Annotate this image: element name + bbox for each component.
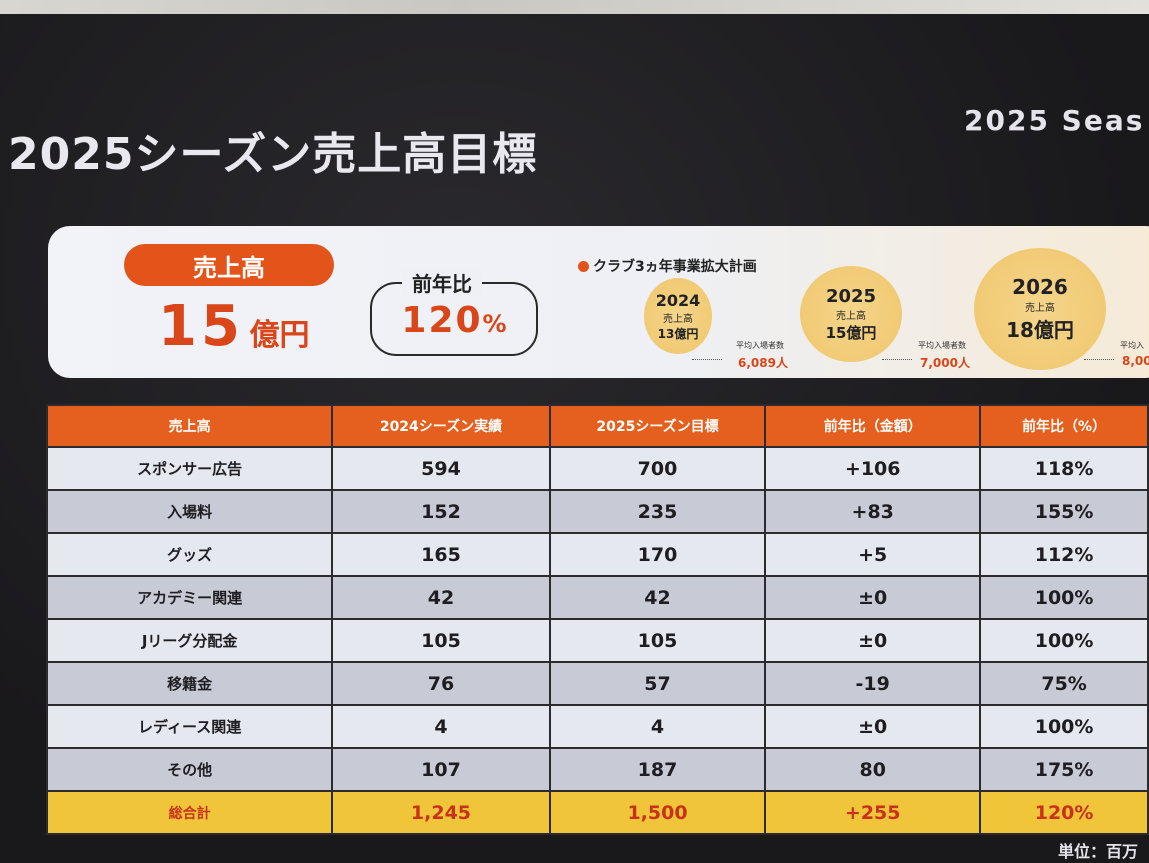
row-label: レディース関連 [45, 704, 334, 749]
attendance-label: 平均入場者数 [918, 341, 966, 350]
total-row: 総合計 1,245 1,500 +255 120% [45, 790, 1149, 835]
row-label: スポンサー広告 [45, 446, 334, 491]
plan-value: 18億円 [1006, 318, 1074, 342]
row-label: その他 [45, 747, 334, 792]
plan-year: 2026 [1012, 275, 1068, 299]
cell-2025: 57 [548, 661, 767, 706]
attendance-value: 6,089人 [738, 356, 788, 370]
row-label: 移籍金 [45, 661, 334, 706]
row-label: グッズ [45, 532, 334, 577]
cell-yoy-amount: -19 [764, 661, 982, 706]
plan-year: 2025 [825, 285, 877, 307]
plan-circle-2024: 2024 売上高 13億円 [644, 278, 712, 354]
slide-title: 2025シーズン売上高目標 [8, 129, 538, 180]
table-row: その他 107 187 80 175% [45, 747, 1149, 792]
bullet-dot-icon [578, 261, 589, 272]
attendance-label: 平均入 [1120, 341, 1144, 350]
plan-circle-2026: 2026 売上高 18億円 [974, 248, 1106, 370]
cell-2025: 700 [548, 446, 767, 491]
cell-2024: 76 [331, 661, 551, 706]
plan-label: 売上高 [1025, 303, 1055, 314]
cell-yoy-amount: ±0 [764, 575, 982, 620]
plan-label: 売上高 [836, 310, 866, 322]
cell-yoy-percent: 100% [979, 575, 1149, 620]
total-2025: 1,500 [548, 790, 767, 835]
cell-2024: 42 [331, 575, 551, 620]
row-label: アカデミー関連 [45, 575, 334, 620]
cell-yoy-percent: 100% [979, 704, 1149, 749]
cell-2025: 187 [548, 747, 767, 792]
cell-2025: 42 [548, 575, 767, 620]
cell-2025: 235 [548, 489, 767, 534]
cell-2025: 170 [548, 532, 767, 577]
summary-panel: 売上高 15 億円 前年比 120% クラブ3ヵ年事業拡大計画 2024 売上高… [48, 226, 1149, 378]
total-yoy-percent: 120% [979, 790, 1149, 835]
plan-value: 15億円 [825, 323, 877, 342]
plan-label: 売上高 [663, 313, 693, 325]
plan-circle-2025: 2025 売上高 15億円 [800, 266, 902, 362]
table-header-row: 売上高 2024シーズン実績 2025シーズン目標 前年比（金額） 前年比（%） [45, 404, 1149, 448]
cell-2025: 105 [548, 618, 767, 663]
sales-value: 15 億円 [158, 294, 310, 359]
cell-2024: 594 [331, 446, 551, 491]
cell-2024: 107 [331, 747, 551, 792]
table-row: Jリーグ分配金 105 105 ±0 100% [45, 618, 1149, 663]
cell-2024: 152 [331, 489, 551, 534]
leader-dots [1084, 359, 1114, 360]
table-row: スポンサー広告 594 700 +106 118% [45, 446, 1149, 491]
cell-yoy-percent: 118% [979, 446, 1149, 491]
table-row: グッズ 165 170 +5 112% [45, 532, 1149, 577]
header-category: 売上高 [45, 404, 334, 448]
cell-yoy-amount: ±0 [764, 704, 982, 749]
table-row: 移籍金 76 57 -19 75% [45, 661, 1149, 706]
table-row: レディース関連 4 4 ±0 100% [45, 704, 1149, 749]
yoy-box: 前年比 120% [370, 268, 538, 356]
attendance-label: 平均入場者数 [736, 341, 784, 350]
unit-note: 単位：百万 [1058, 842, 1139, 861]
plan-heading-text: クラブ3ヵ年事業拡大計画 [593, 259, 757, 275]
sales-table: 売上高 2024シーズン実績 2025シーズン目標 前年比（金額） 前年比（%）… [45, 404, 1149, 835]
table-row: 入場料 152 235 +83 155% [45, 489, 1149, 534]
season-label: 2025 Seas [964, 104, 1145, 137]
cell-2024: 105 [331, 618, 551, 663]
table-row: アカデミー関連 42 42 ±0 100% [45, 575, 1149, 620]
total-label: 総合計 [45, 790, 334, 835]
sales-unit: 億円 [249, 318, 310, 353]
cell-yoy-percent: 155% [979, 489, 1149, 534]
cell-2024: 165 [331, 532, 551, 577]
header-2024-actual: 2024シーズン実績 [331, 404, 551, 448]
header-2025-target: 2025シーズン目標 [548, 404, 767, 448]
cell-yoy-amount: 80 [764, 747, 982, 792]
cell-yoy-percent: 175% [979, 747, 1149, 792]
leader-dots [882, 359, 912, 360]
sales-label: 売上高 [124, 244, 334, 286]
cell-yoy-percent: 75% [979, 661, 1149, 706]
row-label: Jリーグ分配金 [45, 618, 334, 663]
header-yoy-percent: 前年比（%） [979, 404, 1149, 448]
cell-2025: 4 [548, 704, 767, 749]
cell-yoy-percent: 100% [979, 618, 1149, 663]
total-yoy-amount: +255 [764, 790, 982, 835]
cell-yoy-amount: +5 [764, 532, 982, 577]
leader-dots [692, 359, 722, 360]
yoy-unit: % [482, 310, 507, 338]
cell-2024: 4 [331, 704, 551, 749]
yoy-value: 120% [372, 300, 536, 341]
plan-value: 13億円 [657, 326, 699, 341]
cell-yoy-amount: +106 [764, 446, 982, 491]
sales-number: 15 [158, 294, 244, 359]
cell-yoy-percent: 112% [979, 532, 1149, 577]
wall-background [0, 0, 1149, 14]
plan-year: 2024 [655, 290, 701, 310]
cell-yoy-amount: ±0 [764, 618, 982, 663]
yoy-number: 120 [401, 300, 483, 341]
attendance-value: 7,000人 [920, 356, 970, 370]
header-yoy-amount: 前年比（金額） [764, 404, 982, 448]
total-2024: 1,245 [331, 790, 551, 835]
row-label: 入場料 [45, 489, 334, 534]
yoy-label: 前年比 [402, 268, 482, 297]
attendance-value: 8,00 [1122, 354, 1149, 368]
cell-yoy-amount: +83 [764, 489, 982, 534]
plan-heading: クラブ3ヵ年事業拡大計画 [578, 256, 757, 276]
